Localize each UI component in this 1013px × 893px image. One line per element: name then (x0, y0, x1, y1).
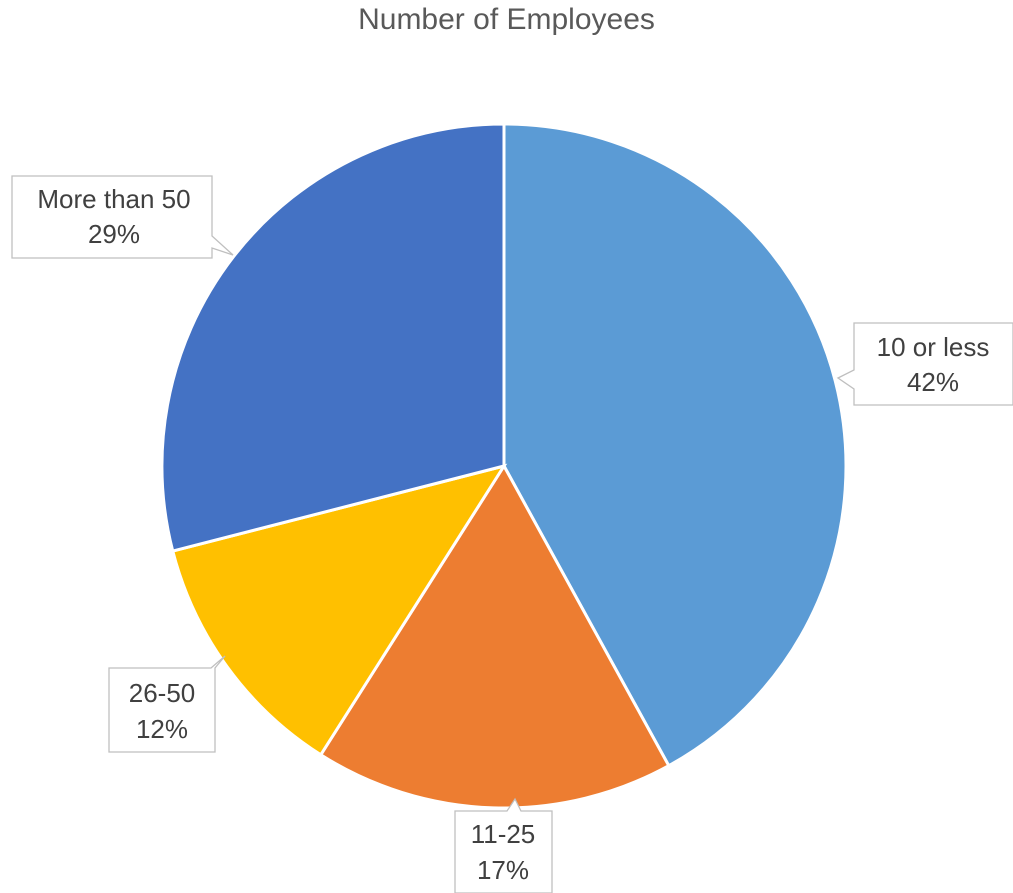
chart-title: Number of Employees (358, 3, 655, 36)
data-label-callouts: 10 or less 42% 11-25 17% 26-50 12% More … (11, 175, 1013, 893)
callout-10-or-less: 10 or less 42% (836, 322, 1013, 406)
slice-value-label: 17% (477, 855, 529, 885)
callout-box (108, 655, 226, 753)
slice-label: 10 or less (877, 332, 990, 362)
callout-box (836, 322, 1013, 406)
pie-slice-26-50 (170, 463, 508, 757)
pie-slice-11-25 (318, 463, 671, 810)
slice-value-label: 12% (136, 714, 188, 744)
callout-11-25: 11-25 17% (454, 797, 553, 893)
callout-more-than-50: More than 50 29% (11, 175, 234, 259)
slice-value-label: 42% (907, 367, 959, 397)
pie-slice-10-or-less (502, 122, 848, 768)
slice-label: More than 50 (37, 184, 190, 214)
pie-slice-more-than-50 (160, 122, 506, 553)
callout-26-50: 26-50 12% (108, 655, 226, 753)
slice-value-label: 29% (88, 219, 140, 249)
slice-label: 11-25 (471, 819, 536, 849)
pie-slices (160, 122, 848, 810)
callout-box (454, 797, 553, 893)
slice-label: 26-50 (129, 678, 196, 708)
callout-box (11, 175, 234, 259)
